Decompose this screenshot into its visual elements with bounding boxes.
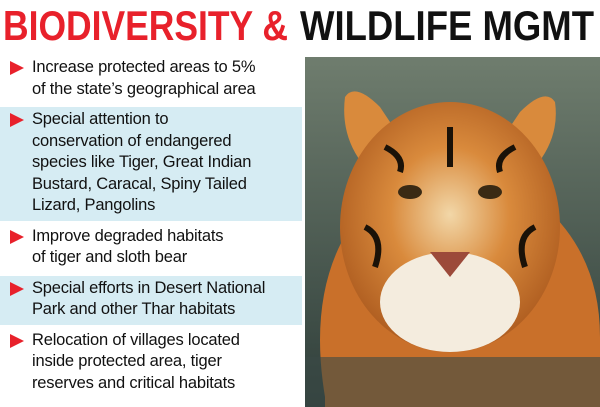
bullet-item: Special attention to conservation of enda… bbox=[0, 107, 302, 221]
bullet-arrow bbox=[10, 229, 24, 244]
bullet-arrow bbox=[10, 113, 24, 127]
bullet-text: species like Tiger, Great Indian bbox=[32, 153, 252, 171]
bullet-text: of the state’s geographical area bbox=[32, 79, 256, 98]
bullet-text: Park and other Thar habitats bbox=[32, 300, 236, 318]
bullet-text: Special efforts in Desert National bbox=[32, 278, 266, 297]
title-black: WILDLIFE MGMT bbox=[300, 2, 594, 49]
bullet-arrow bbox=[10, 333, 24, 348]
bullet-text: Increase protected areas to 5% bbox=[32, 58, 256, 76]
bullet-text: Relocation of villages located bbox=[32, 330, 240, 349]
tiger-photo bbox=[305, 57, 600, 407]
title-red: BIODIVERSITY & bbox=[3, 2, 288, 49]
bullet-text: conservation of endangered bbox=[32, 131, 232, 150]
bullet-text: Improve degraded habitats bbox=[32, 226, 224, 245]
bullet-text: Bustard, Caracal, Spiny Tailed bbox=[32, 174, 247, 193]
bullet-item: Improve degraded habitats of tiger and sl… bbox=[0, 224, 302, 273]
bullet-arrow bbox=[10, 281, 24, 296]
bullet-text: reserves and critical habitats bbox=[32, 373, 236, 392]
bullet-text: Special attention to bbox=[32, 110, 169, 128]
header: BIODIVERSITY & WILDLIFE MGMT bbox=[3, 2, 594, 49]
bullet-text: inside protected area, tiger bbox=[32, 352, 222, 370]
bullet-item: Special efforts in Desert National Park a… bbox=[0, 275, 302, 325]
bullet-item: Increase protected areas to 5% of the sta… bbox=[0, 55, 302, 104]
bullet-item: Relocation of villages located inside pro… bbox=[0, 328, 302, 399]
bullet-text: of tiger and sloth bear bbox=[32, 248, 188, 266]
bullet-list: Increase protected areas to 5% of the sta… bbox=[0, 55, 302, 401]
bullet-arrow bbox=[10, 61, 24, 75]
bullet-text: Lizard, Pangolins bbox=[32, 196, 156, 214]
